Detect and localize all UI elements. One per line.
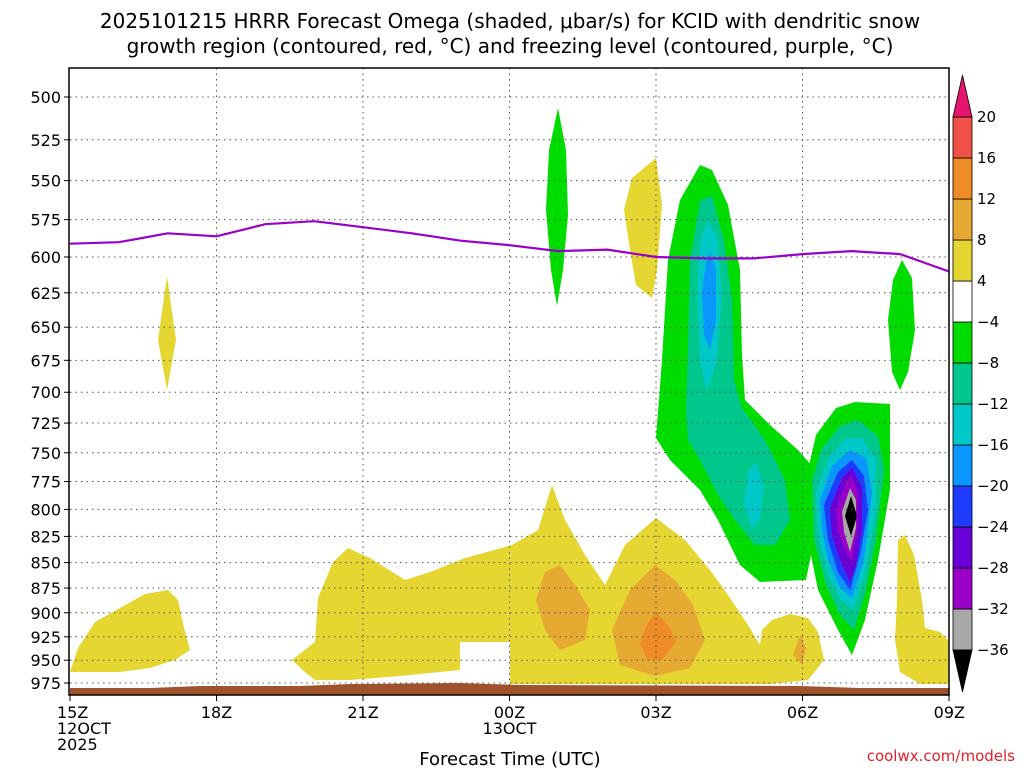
y-tick-label: 825	[30, 527, 61, 546]
y-tick-label: 975	[30, 674, 61, 693]
x-axis-label: Forecast Time (UTC)	[419, 749, 600, 768]
colorbar-swatch	[952, 403, 973, 446]
x-tick-label: 09Z	[934, 703, 965, 722]
omega-shading	[70, 108, 948, 684]
y-tick-label: 650	[30, 318, 61, 337]
colorbar-swatch	[952, 239, 973, 282]
freezing-level-group	[69, 220, 950, 273]
omega-region-sinking-spike	[158, 276, 176, 390]
x-tick-label: 03Z	[640, 703, 671, 722]
chart-title-line-2: growth region (contoured, red, °C) and f…	[127, 34, 894, 58]
chart-title-line-1: 2025101215 HRRR Forecast Omega (shaded, …	[100, 9, 920, 33]
x-tick-label: 12OCT	[57, 719, 111, 738]
omega-region-rising-spike-2	[888, 260, 915, 390]
terrain-top-edge	[150, 683, 860, 688]
y-tick-label: 575	[30, 211, 61, 230]
y-tick-label: 725	[30, 414, 61, 433]
omega-region-rising-spike-1	[546, 108, 568, 306]
colorbar-swatch	[952, 444, 973, 487]
y-tick-label: 700	[30, 383, 61, 402]
freezing-level-line	[69, 220, 950, 273]
colorbar-label: −24	[977, 518, 1009, 536]
credit-link[interactable]: coolwx.com/models	[867, 747, 1015, 765]
y-tick-label: 600	[30, 248, 61, 267]
colorbar-label: −16	[977, 436, 1009, 454]
x-tick-label: 15Z	[57, 703, 88, 722]
x-tick-label: 2025	[57, 735, 98, 754]
colorbar-label: 20	[977, 108, 996, 126]
colorbar-max-triangle	[952, 74, 973, 118]
colorbar-swatch	[952, 485, 973, 528]
colorbar-swatch	[952, 157, 973, 200]
y-tick-label: 800	[30, 500, 61, 519]
y-tick-label: 625	[30, 284, 61, 303]
y-tick-label: 750	[30, 444, 61, 463]
x-tick-label: 06Z	[787, 703, 818, 722]
y-tick-label: 875	[30, 579, 61, 598]
colorbar-swatch	[952, 280, 973, 323]
colorbar-label: 4	[977, 272, 987, 290]
x-tick-label: 00Z	[494, 703, 525, 722]
colorbar-swatch	[952, 116, 973, 159]
colorbar-swatch	[952, 526, 973, 569]
x-tick-label: 18Z	[201, 703, 232, 722]
colorbar-min-triangle	[952, 649, 973, 693]
gridlines	[70, 68, 949, 695]
colorbar-label: −32	[977, 600, 1009, 618]
omega-region-sinking-upper	[624, 158, 662, 298]
x-tick-label: 21Z	[347, 703, 378, 722]
omega-region-rising-bullseye-core	[845, 496, 857, 536]
colorbar-label: 8	[977, 231, 987, 249]
terrain-strip	[70, 688, 949, 695]
y-tick-label: 525	[30, 131, 61, 150]
colorbar-swatch	[952, 198, 973, 241]
omega-region-rising-20-main	[702, 252, 716, 350]
colorbar-swatch	[952, 362, 973, 405]
colorbar-label: −28	[977, 559, 1009, 577]
omega-region-sinking-12	[640, 612, 676, 660]
colorbar-label: 12	[977, 190, 996, 208]
omega-region-sinking-8-left	[536, 565, 590, 650]
colorbar-label: 16	[977, 149, 996, 167]
y-tick-label: 500	[30, 88, 61, 107]
colorbar-label: −20	[977, 477, 1009, 495]
y-tick-label: 550	[30, 172, 61, 191]
colorbar-label: −12	[977, 395, 1009, 413]
x-tick-label: 13OCT	[483, 719, 537, 738]
colorbar-swatch	[952, 608, 973, 651]
colorbar-label: −8	[977, 354, 999, 372]
omega-region-sinking-left	[70, 590, 190, 672]
y-tick-label: 850	[30, 554, 61, 573]
omega-region-sinking-right	[895, 535, 948, 684]
y-tick-label: 675	[30, 351, 61, 370]
omega-region-rising-16-lower	[744, 462, 764, 528]
y-axis: 500 525 550 575 600 625 650 675 700 725 750 775 800 8…	[30, 88, 70, 693]
colorbar-swatch	[952, 321, 973, 364]
y-tick-label: 925	[30, 628, 61, 647]
colorbar-swatch	[952, 567, 973, 610]
colorbar-label: −36	[977, 641, 1009, 659]
y-tick-label: 775	[30, 473, 61, 492]
colorbar-label: −4	[977, 313, 999, 331]
colorbar: −36 −32 −28 −24 −20 −16 −12 −8 −4 4 8 12 16 20	[952, 74, 1009, 693]
y-tick-label: 900	[30, 604, 61, 623]
y-tick-label: 950	[30, 651, 61, 670]
